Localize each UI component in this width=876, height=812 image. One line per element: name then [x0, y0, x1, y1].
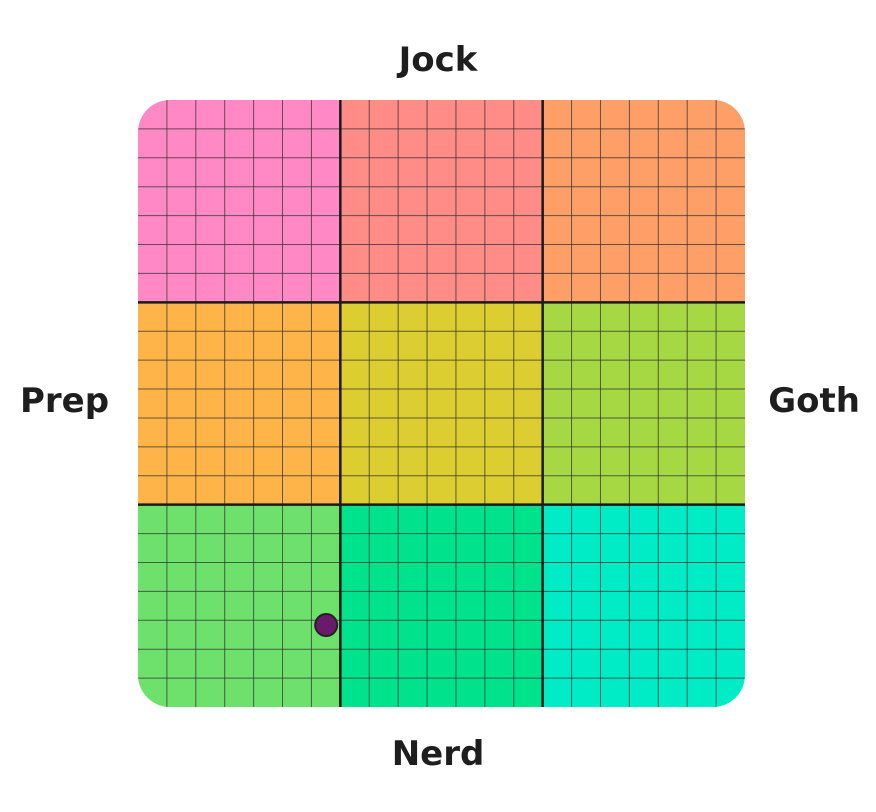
data-point — [314, 613, 339, 638]
zone-r1-c2 — [542, 302, 745, 506]
zone-r1-c0 — [138, 302, 341, 506]
zone-r0-c2 — [542, 100, 745, 303]
zone-r1-c1 — [340, 302, 544, 506]
zone-r0-c1 — [340, 100, 544, 303]
zones-layer — [138, 100, 745, 707]
zone-r0-c0 — [138, 100, 341, 303]
axis-label-right: Goth — [768, 381, 860, 421]
major-grid — [138, 100, 745, 707]
zone-r2-c1 — [340, 504, 544, 707]
axis-label-bottom: Nerd — [391, 734, 485, 774]
plot-area — [138, 100, 745, 707]
points-layer — [314, 613, 339, 638]
zone-r2-c0 — [138, 504, 341, 707]
zone-r2-c2 — [542, 504, 745, 707]
minor-grid — [138, 100, 745, 707]
axis-label-left: Prep — [20, 381, 110, 421]
axis-label-top: Jock — [398, 40, 478, 80]
